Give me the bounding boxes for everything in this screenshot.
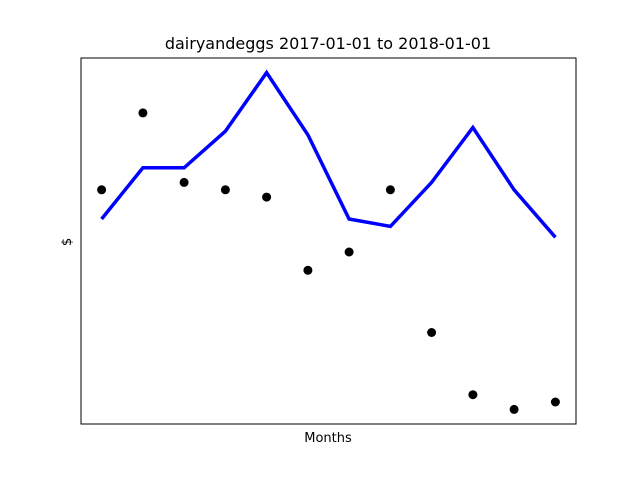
scatter-point-1 — [138, 108, 148, 118]
scatter-point-4 — [262, 192, 272, 202]
y-axis-label: $ — [60, 238, 75, 246]
series-line-0 — [100, 69, 557, 239]
x-axis-label: Months — [304, 431, 352, 446]
scatter-point-8 — [427, 328, 437, 337]
scatter-point-11 — [550, 397, 560, 407]
scatter-point-5 — [303, 265, 313, 275]
scatter-point-3 — [220, 185, 230, 195]
chart-title: dairyandeggs 2017-01-01 to 2018-01-01 — [165, 34, 491, 53]
series-layer — [97, 69, 560, 414]
scatter-point-7 — [385, 185, 395, 195]
scatter-point-9 — [468, 390, 478, 400]
scatter-point-6 — [344, 247, 354, 257]
scatter-point-10 — [509, 404, 519, 414]
scatter-point-2 — [179, 177, 189, 187]
scatter-point-0 — [97, 185, 107, 195]
plot-frame — [80, 57, 577, 425]
